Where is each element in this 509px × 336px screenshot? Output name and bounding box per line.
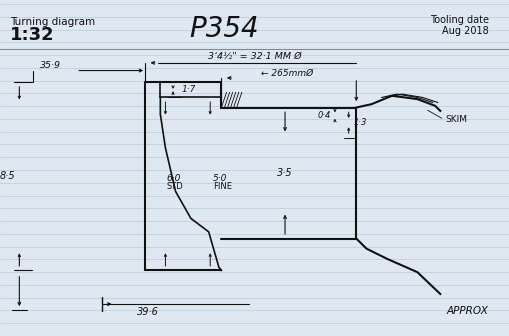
Text: 8·5: 8·5	[0, 171, 16, 181]
Text: 3‘4½" = 32·1 MM Ø: 3‘4½" = 32·1 MM Ø	[208, 52, 301, 61]
Text: 3·5: 3·5	[277, 168, 293, 178]
Text: 5·0: 5·0	[213, 174, 227, 182]
Text: 0·4: 0·4	[318, 111, 331, 120]
Text: 1:32: 1:32	[10, 26, 55, 44]
Text: STD: STD	[166, 182, 183, 191]
Text: Tooling date: Tooling date	[430, 15, 489, 25]
Text: 39·6: 39·6	[137, 307, 158, 318]
Text: Aug 2018: Aug 2018	[442, 26, 489, 36]
Text: 1·3: 1·3	[354, 118, 367, 127]
Text: APPROX: APPROX	[447, 306, 489, 316]
Text: 35·9: 35·9	[40, 61, 62, 70]
Text: ← 265mmØ: ← 265mmØ	[262, 69, 314, 77]
Text: 6·0: 6·0	[166, 174, 181, 182]
Text: Turning diagram: Turning diagram	[10, 17, 95, 27]
Text: SKIM: SKIM	[445, 115, 467, 124]
Text: FINE: FINE	[213, 182, 232, 191]
Text: 1·7: 1·7	[182, 85, 196, 94]
Text: P354: P354	[189, 14, 259, 43]
